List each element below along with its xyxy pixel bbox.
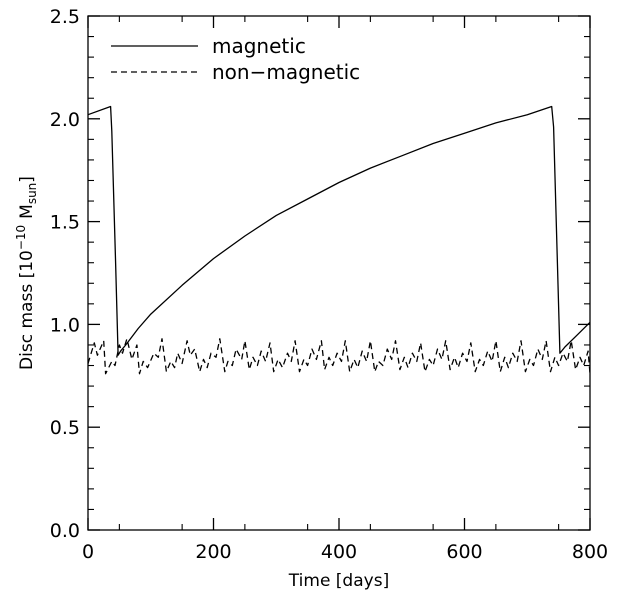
x-tick-label: 200: [195, 541, 231, 563]
y-tick-label: 0.0: [50, 520, 80, 542]
legend-label-magnetic: magnetic: [212, 34, 306, 58]
y-axis-title-unit: M: [17, 204, 37, 219]
y-axis-title-close: ]: [17, 176, 37, 183]
y-tick-label: 2.0: [50, 109, 80, 131]
x-tick-label: 0: [82, 541, 94, 563]
series-line-non-magnetic: [87, 338, 591, 375]
plot-frame: [87, 15, 591, 531]
x-tick-label: 600: [446, 541, 482, 563]
x-tick-label: 400: [321, 541, 357, 563]
y-axis-title: Disc mass [10−10 Msun]: [14, 176, 39, 370]
x-tick-label: 800: [572, 541, 608, 563]
legend-label-non-magnetic: non−magnetic: [212, 60, 360, 84]
series-line-magnetic: [87, 105, 591, 356]
y-tick-label: 1.0: [50, 314, 80, 336]
y-axis-title-unit-sub: sun: [25, 183, 39, 204]
y-tick-label: 0.5: [50, 417, 80, 439]
y-axis-title-exponent: −10: [14, 225, 28, 250]
y-tick-label: 2.5: [50, 6, 80, 28]
series-lines: [87, 105, 591, 375]
legend: magnetic non−magnetic: [111, 34, 360, 84]
y-tick-label: 1.5: [50, 212, 80, 234]
axis-ticks: 0 200 400 600 800 0.0 0.5 1.0 1.5 2.0 2.5: [50, 6, 608, 563]
x-axis-title: Time [days]: [288, 571, 389, 591]
y-axis-title-main: Disc mass [10: [17, 250, 37, 370]
